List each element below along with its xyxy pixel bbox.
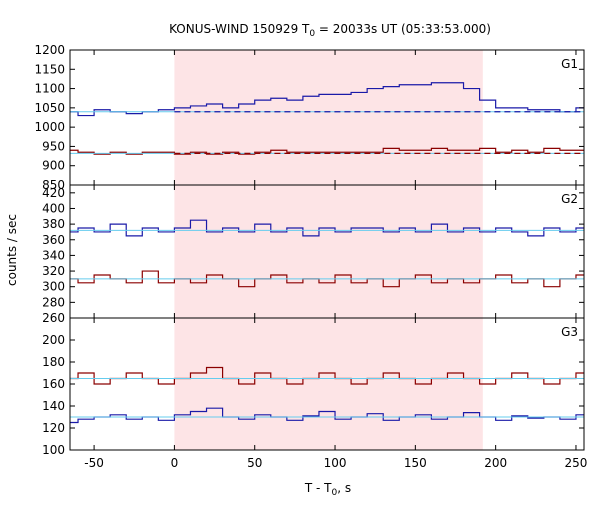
- y-axis-title: counts / sec: [5, 214, 19, 286]
- y-tick-label: 320: [42, 264, 65, 278]
- series-line: [70, 219, 584, 237]
- series-line: [70, 270, 584, 288]
- y-tick-label: 900: [42, 159, 65, 173]
- y-tick-label: 160: [42, 377, 65, 391]
- chart-title-main: KONUS-WIND 150929 T: [169, 22, 310, 36]
- y-tick-label: 360: [42, 233, 65, 247]
- y-tick-label: 140: [42, 399, 65, 413]
- y-tick-label: 180: [42, 355, 65, 369]
- y-tick-label: 850: [42, 178, 65, 192]
- x-tick-label: 150: [404, 456, 427, 470]
- y-tick-label: 100: [42, 443, 65, 457]
- x-tick-label: 200: [484, 456, 507, 470]
- y-tick-label: 1200: [34, 43, 65, 57]
- chart-title-subscript: 0: [309, 29, 315, 39]
- x-axis-title: T - T0, s: [304, 481, 351, 498]
- x-tick-label: 50: [247, 456, 262, 470]
- chart-title-rest: = 20033s UT (05:33:53.000): [315, 22, 491, 36]
- y-tick-label: 280: [42, 295, 65, 309]
- x-axis-title-subscript: 0: [332, 488, 338, 498]
- axes-layer: G185090095010001050110011501200G22602803…: [34, 43, 587, 470]
- shaded-region-layer: [174, 50, 483, 450]
- y-tick-label: 1000: [34, 120, 65, 134]
- y-tick-label: 260: [42, 311, 65, 325]
- y-tick-label: 1150: [34, 62, 65, 76]
- x-tick-label: -50: [84, 456, 104, 470]
- y-tick-label: 380: [42, 217, 65, 231]
- y-tick-label: 200: [42, 333, 65, 347]
- shaded-interval: [174, 50, 483, 450]
- x-tick-label: 0: [171, 456, 179, 470]
- y-tick-label: 340: [42, 248, 65, 262]
- panel-label: G3: [561, 325, 578, 339]
- y-tick-label: 1050: [34, 101, 65, 115]
- chart-title: KONUS-WIND 150929 T0 = 20033s UT (05:33:…: [169, 22, 491, 39]
- x-tick-label: 250: [565, 456, 588, 470]
- y-tick-label: 420: [42, 186, 65, 200]
- x-axis-title-rest: , s: [337, 481, 351, 495]
- y-tick-label: 400: [42, 201, 65, 215]
- panel-label: G2: [561, 192, 578, 206]
- y-tick-label: 950: [42, 139, 65, 153]
- series-layer: [70, 82, 584, 424]
- x-tick-label: 100: [324, 456, 347, 470]
- y-tick-label: 300: [42, 280, 65, 294]
- y-tick-label: 120: [42, 421, 65, 435]
- x-axis-title-main: T - T: [304, 481, 332, 495]
- y-tick-label: 1100: [34, 82, 65, 96]
- panel-label: G1: [561, 57, 578, 71]
